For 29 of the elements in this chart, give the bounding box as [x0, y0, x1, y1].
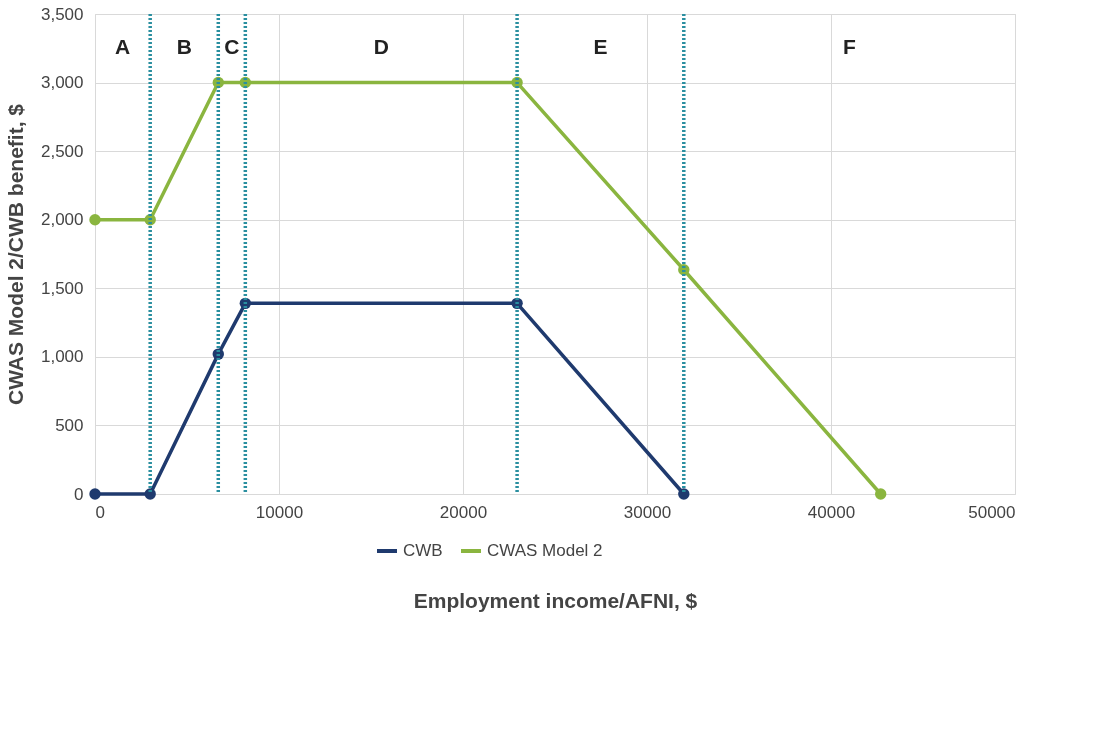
- y-tick-label: 500: [55, 415, 84, 435]
- x-tick-label: 10000: [255, 502, 304, 522]
- x-tick-label: 30000: [623, 502, 672, 522]
- x-tick-label: 20000: [439, 502, 488, 522]
- annotation: B: [176, 34, 192, 58]
- legend-label: CWB: [403, 541, 443, 560]
- point: [89, 488, 101, 500]
- point: [89, 214, 101, 226]
- y-tick-label: 2,500: [40, 141, 84, 161]
- annotation: D: [373, 34, 389, 58]
- point: [874, 488, 887, 500]
- annotation: A: [115, 34, 131, 58]
- y-tick-label: 0: [74, 484, 84, 504]
- y-tick-label: 3,500: [40, 4, 84, 24]
- point: [144, 488, 156, 500]
- annotation: E: [593, 34, 608, 58]
- y-axis-title: CWAS Model 2/CWB benefit, $: [3, 103, 27, 406]
- x-tick-label: 0: [95, 502, 105, 522]
- y-tick-label: 1,000: [40, 347, 84, 367]
- x-axis-title: Employment income/AFNI, $: [413, 588, 698, 612]
- point: [678, 488, 690, 500]
- y-tick-label: 2,000: [40, 210, 84, 230]
- y-tick-label: 3,000: [40, 73, 84, 93]
- annotation: F: [842, 34, 856, 58]
- legend-label: CWAS Model 2: [487, 541, 603, 560]
- x-tick-label: 50000: [968, 502, 1016, 522]
- y-tick-label: 1,500: [40, 278, 84, 298]
- annotation: C: [224, 34, 240, 58]
- x-tick-label: 40000: [807, 502, 856, 522]
